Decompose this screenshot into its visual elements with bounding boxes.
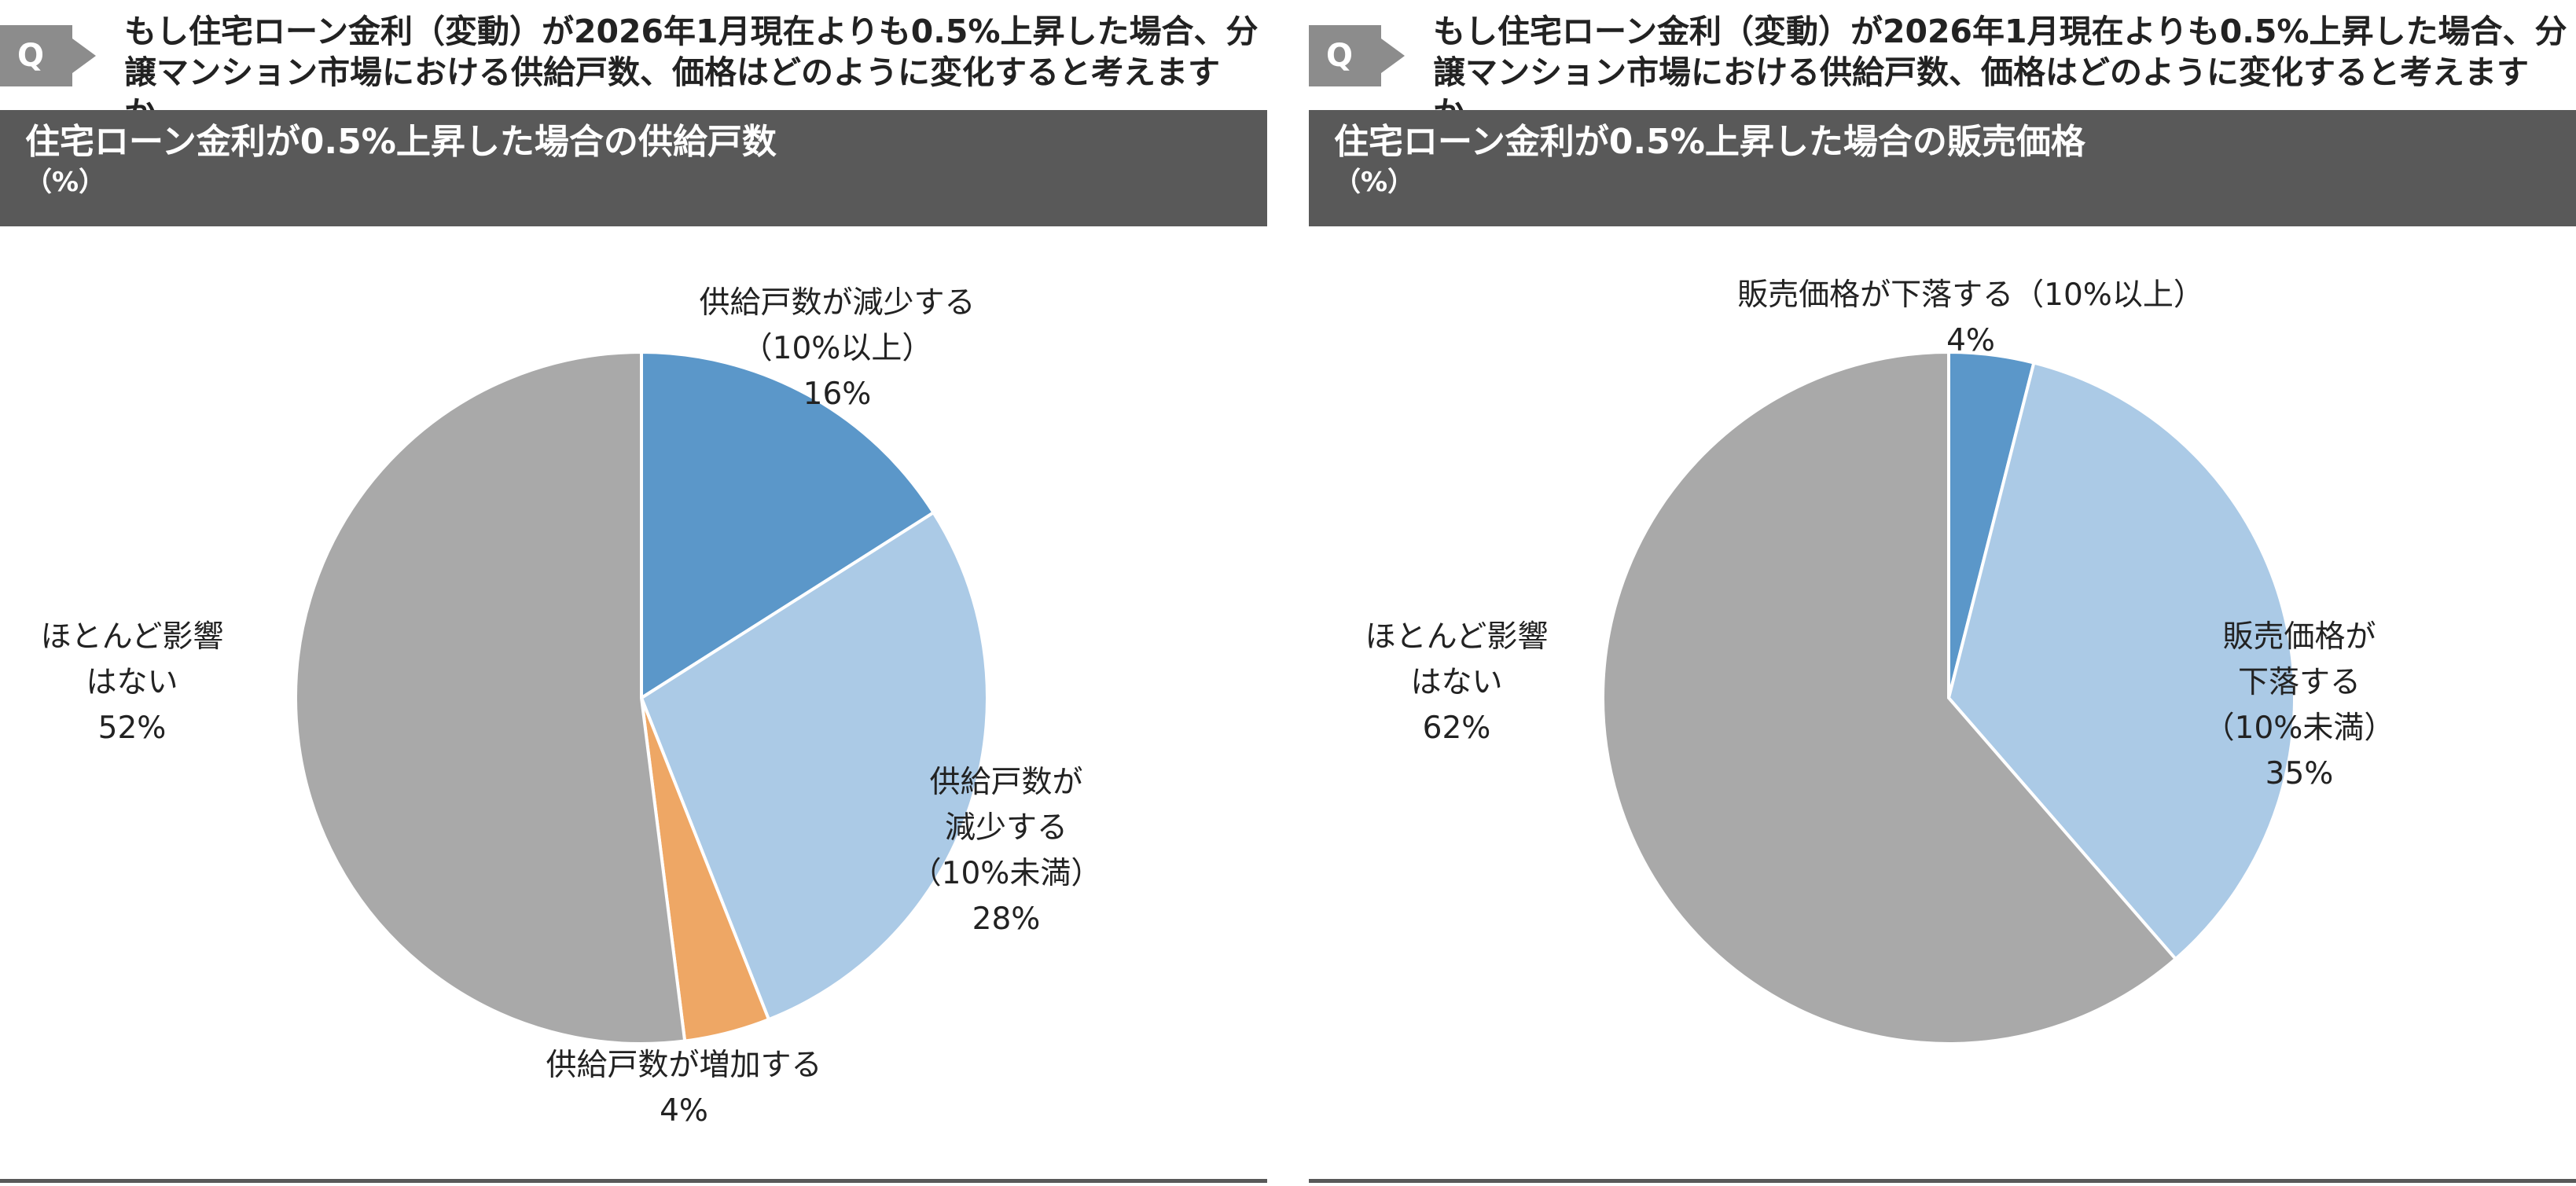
pie-slice — [640, 350, 936, 701]
slice-category-label: 販売価格が — [2222, 619, 2376, 655]
chart-unit: （%） — [25, 167, 106, 198]
chart-unit: （%） — [1334, 167, 1415, 198]
slice-category-label: はない — [86, 665, 178, 700]
slice-category-label: （10%未満） — [2204, 710, 2395, 746]
slice-category-label: 減少する — [945, 810, 1068, 846]
pie-chart-price: 販売価格が下落する（10%以上） 4% 販売価格が下落する （10%未満） 35% ほとん… — [1365, 277, 2395, 1045]
question-text: もし住宅ローン金利（変動）が2026年1月現在よりも0.5%上昇した場合、分譲マ… — [124, 13, 1259, 132]
question-badge: Q — [0, 25, 96, 86]
slice-value-label: 4% — [660, 1093, 708, 1129]
chart-title: 住宅ローン金利が0.5%上昇した場合の販売価格 — [1334, 122, 2085, 162]
chart-panel-price: Q もし住宅ローン金利（変動）が2026年1月現在よりも0.5%上昇した場合、分… — [1309, 0, 2576, 1186]
slice-category-label: （10%未満） — [911, 856, 1102, 891]
slice-category-label: （10%以上） — [742, 331, 933, 366]
slice-value-label: 35% — [2265, 756, 2334, 791]
slice-category-label: 供給戸数が減少する — [699, 285, 975, 321]
pie-slice — [639, 510, 989, 1022]
slice-category-label: 販売価格が下落する（10%以上） — [1737, 277, 2204, 313]
chart-title: 住宅ローン金利が0.5%上昇した場合の供給戸数 — [25, 122, 777, 162]
chart-title-bar: 住宅ローン金利が0.5%上昇した場合の販売価格 （%） — [1309, 110, 2576, 226]
pie-slice — [1946, 361, 2296, 961]
slice-value-label: 4% — [1946, 323, 1995, 358]
slice-value-label: 52% — [98, 710, 167, 746]
slice-category-label: 供給戸数が — [929, 765, 1082, 800]
chart-panel-supply: Q もし住宅ローン金利（変動）が2026年1月現在よりも0.5%上昇した場合、分… — [0, 0, 1267, 1186]
bottom-divider — [1309, 1179, 2576, 1183]
pie-slice — [1601, 350, 2178, 1045]
chart-title-bar: 住宅ローン金利が0.5%上昇した場合の供給戸数 （%） — [0, 110, 1267, 226]
pie-chart-supply: 供給戸数が減少する（10%以上）16%供給戸数が減少する（10%未満）28%供給… — [41, 285, 1102, 1129]
slice-category-label: ほとんど影響 — [1365, 619, 1549, 655]
slice-category-label: ほとんど影響 — [41, 619, 224, 655]
slice-value-label: 62% — [1423, 710, 1491, 746]
slice-category-label: はない — [1410, 665, 1502, 700]
slice-category-label: 下落する — [2238, 665, 2361, 700]
pie-slice — [294, 350, 687, 1045]
question-badge: Q — [1309, 25, 1405, 86]
slice-category-label: 供給戸数が増加する — [546, 1048, 821, 1083]
slice-value-label: 28% — [972, 901, 1041, 937]
bottom-divider — [0, 1179, 1267, 1183]
slice-value-label: 16% — [803, 376, 872, 412]
